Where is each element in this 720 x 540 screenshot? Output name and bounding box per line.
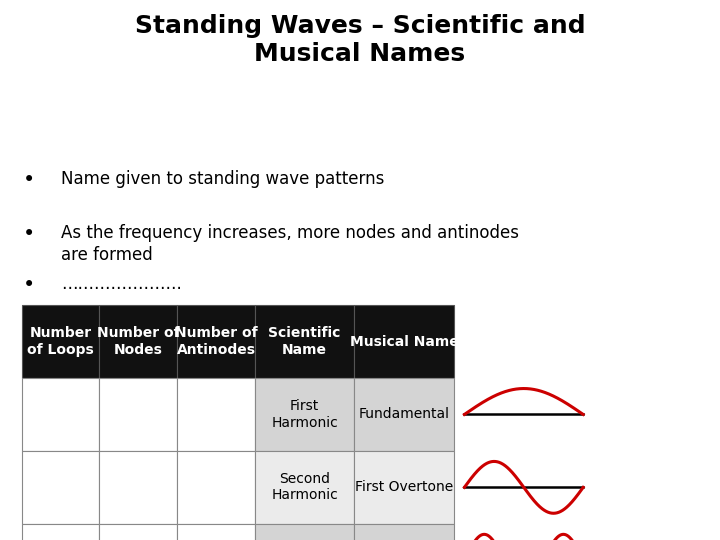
FancyBboxPatch shape	[22, 524, 99, 540]
FancyBboxPatch shape	[22, 451, 99, 524]
Text: Standing Waves – Scientific and
Musical Names: Standing Waves – Scientific and Musical …	[135, 14, 585, 66]
Text: Name given to standing wave patterns: Name given to standing wave patterns	[61, 170, 384, 188]
Text: Musical Name: Musical Name	[349, 335, 459, 348]
FancyBboxPatch shape	[99, 378, 177, 451]
FancyBboxPatch shape	[354, 378, 454, 451]
FancyBboxPatch shape	[99, 524, 177, 540]
Text: Second
Harmonic: Second Harmonic	[271, 472, 338, 502]
Text: •: •	[22, 275, 35, 295]
FancyBboxPatch shape	[99, 305, 177, 378]
FancyBboxPatch shape	[22, 305, 99, 378]
FancyBboxPatch shape	[177, 451, 255, 524]
Text: First Overtone: First Overtone	[355, 481, 453, 494]
Text: •: •	[22, 170, 35, 190]
Text: Fundamental: Fundamental	[359, 408, 449, 421]
FancyBboxPatch shape	[22, 378, 99, 451]
Text: Scientific
Name: Scientific Name	[269, 327, 341, 356]
FancyBboxPatch shape	[255, 305, 354, 378]
FancyBboxPatch shape	[354, 305, 454, 378]
FancyBboxPatch shape	[255, 524, 354, 540]
FancyBboxPatch shape	[177, 378, 255, 451]
Text: Number of
Nodes: Number of Nodes	[97, 327, 179, 356]
FancyBboxPatch shape	[255, 451, 354, 524]
FancyBboxPatch shape	[354, 451, 454, 524]
Text: First
Harmonic: First Harmonic	[271, 400, 338, 429]
FancyBboxPatch shape	[99, 451, 177, 524]
Text: Number
of Loops: Number of Loops	[27, 327, 94, 356]
Text: Number of
Antinodes: Number of Antinodes	[175, 327, 257, 356]
FancyBboxPatch shape	[354, 524, 454, 540]
FancyBboxPatch shape	[177, 305, 255, 378]
Text: •: •	[22, 224, 35, 244]
Text: ………………….: ………………….	[61, 275, 182, 293]
FancyBboxPatch shape	[255, 378, 354, 451]
Text: As the frequency increases, more nodes and antinodes
are formed: As the frequency increases, more nodes a…	[61, 224, 519, 264]
FancyBboxPatch shape	[177, 524, 255, 540]
